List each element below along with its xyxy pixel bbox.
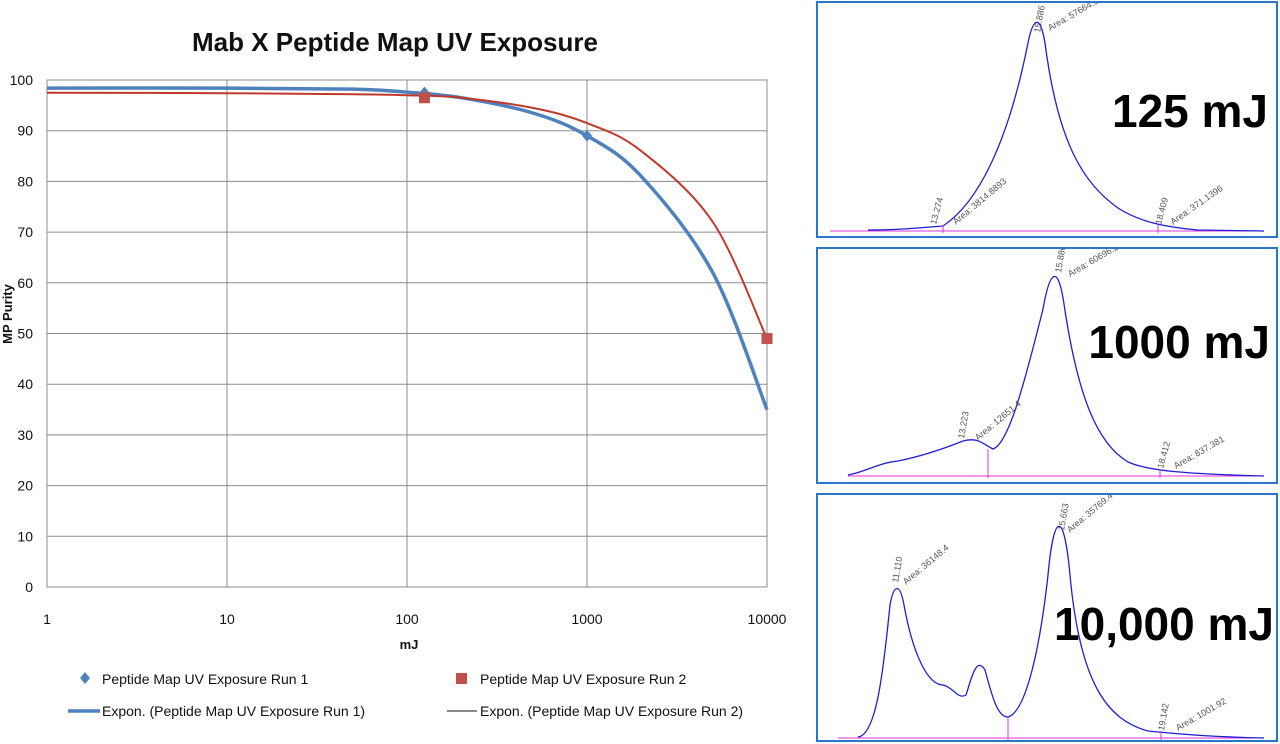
peak-label: 15.663 [1056,502,1071,531]
peak-area-label: Area: 35769.4 [1065,495,1115,535]
y-axis-label: MP Purity [0,283,15,343]
y-tick-label: 90 [17,123,33,139]
x-tick-label: 1000 [571,611,602,627]
peak-label: 19.142 [1156,702,1171,731]
peak-label: 13.274 [928,196,945,225]
dose-label: 125 mJ [1111,85,1268,137]
peak-area-label: Area: 1001.92 [1174,696,1228,733]
peak-label: 11.110 [890,556,904,584]
chromatogram-trace: 13.274 Area: 3814.8893 15.886 Area: 5766… [830,3,1265,233]
grid-lines [46,79,768,588]
peak-label: 13.223 [956,410,971,439]
peak-area-label: Area: 57664.3 [1046,3,1100,33]
y-tick-label: 70 [17,224,33,240]
legend-marker-run-1 [80,672,90,684]
y-tick-label: 100 [10,72,34,88]
data-point-run-2 [761,333,773,345]
peak-area-label: Area: 3814.8893 [951,176,1008,226]
peak-area-label: Area: 12651.4 [973,399,1023,443]
chromatogram-panel-1000: 13.223 Area: 12651.4 15.886 Area: 60696.… [816,247,1278,484]
data-point-run-2 [418,92,430,104]
dose-label: 1000 mJ [1088,316,1270,368]
y-tick-label: 50 [17,326,33,342]
chart-title: Mab X Peptide Map UV Exposure [192,27,598,57]
trace-line [847,275,1265,477]
y-tick-label: 0 [25,579,33,595]
chromatogram-trace: 13.223 Area: 12651.4 15.886 Area: 60696.… [847,249,1265,478]
y-tick-label: 40 [17,376,33,392]
y-tick-label: 60 [17,275,33,291]
legend-label-trend-2: Expon. (Peptide Map UV Exposure Run 2) [480,703,743,719]
legend-label-run-1: Peptide Map UV Exposure Run 1 [102,671,308,687]
x-tick-label: 100 [395,611,419,627]
y-tick-label: 10 [17,528,33,544]
trendline-1 [46,86,769,411]
legend-marker-run-2 [456,673,467,684]
trendline-2 [46,91,768,340]
main-chart: Mab X Peptide Map UV Exposure 0 10 20 30 40 5… [0,27,787,719]
y-tick-label: 30 [17,427,33,443]
data-point-run-1 [582,129,592,142]
peak-label: 15.886 [1032,4,1047,33]
x-tick-label: 10000 [748,611,787,627]
x-tick-label: 1 [43,611,51,627]
chromatogram-panel-10000: 11.110 Area: 36148.4 15.663 Area: 35769.… [816,493,1278,742]
trace-line [857,525,1265,739]
peak-area-label: Area: 837.381 [1172,434,1226,471]
dose-label: 10,000 mJ [1054,598,1274,650]
data-markers [418,86,773,345]
peak-label: 18.412 [1155,440,1172,469]
peak-label: 18.409 [1153,196,1170,225]
legend-label-trend-1: Expon. (Peptide Map UV Exposure Run 1) [102,703,365,719]
peak-area-label: Area: 36148.4 [901,543,951,587]
legend: Peptide Map UV Exposure Run 1 Peptide Ma… [68,671,743,719]
peak-area-label: Area: 60696.2 [1066,249,1120,279]
trendlines [46,86,769,411]
y-tick-label: 20 [17,478,33,494]
x-tick-label: 10 [219,611,235,627]
peak-area-label: Area: 371.1396 [1168,183,1224,227]
legend-label-run-2: Peptide Map UV Exposure Run 2 [480,671,686,687]
y-tick-label: 80 [17,173,33,189]
x-axis-label: mJ [400,637,419,652]
chromatogram-panel-125: 13.274 Area: 3814.8893 15.886 Area: 5766… [816,1,1278,238]
chromatogram-trace: 11.110 Area: 36148.4 15.663 Area: 35769.… [838,495,1265,740]
